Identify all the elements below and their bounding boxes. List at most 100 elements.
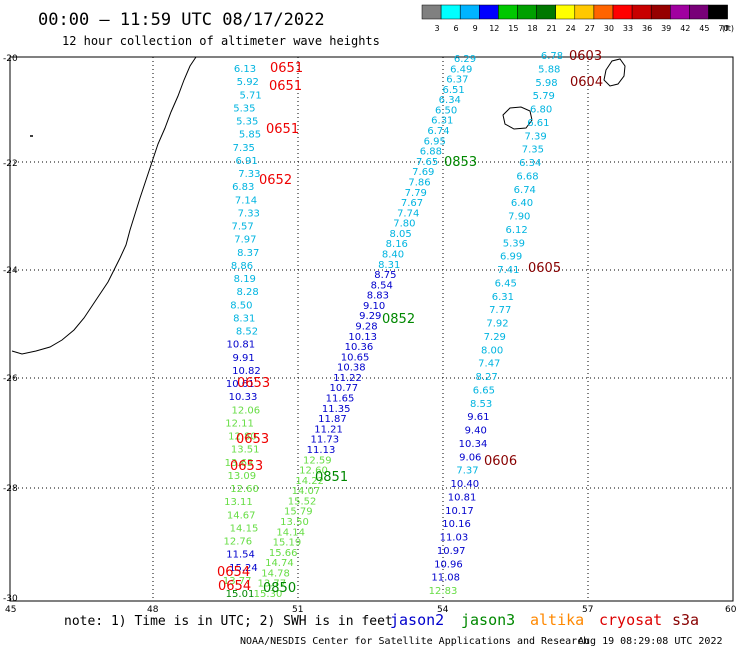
legend-label: 36	[642, 24, 652, 33]
wave-height-label: 12.76	[223, 537, 252, 548]
wave-height-label: 14.15	[230, 523, 259, 534]
pass-time-label: 0851	[315, 470, 348, 485]
wave-height-label: 10.81	[448, 492, 477, 503]
wave-height-label: 7.65	[416, 157, 438, 168]
legend-unit: (ft)	[722, 24, 734, 33]
wave-height-label: 5.79	[533, 91, 555, 102]
wave-height-label: 6.12	[505, 225, 527, 236]
wave-height-label: 8.54	[371, 280, 393, 291]
wave-height-label: 6.34	[519, 158, 541, 169]
wave-height-label: 5.39	[503, 238, 525, 249]
wave-height-label: 11.22	[333, 373, 362, 384]
wave-height-label: 9.28	[355, 322, 377, 333]
wave-height-label: 11.54	[226, 550, 255, 561]
longitude-labels: 45 48 51 54 57 60	[5, 605, 737, 615]
wave-height-label: 15.79	[284, 507, 313, 518]
lat-label: -20	[3, 54, 18, 64]
wave-height-label: 7.79	[405, 188, 427, 199]
altimeter-tracks: 6.13 5.92 5.71 5.35 5.35 5.85 7.35 6.91 7.33 6.83…	[217, 49, 603, 600]
legend-swatch	[459, 4, 480, 20]
legend-label: 42	[680, 24, 690, 33]
wave-height-label: 10.17	[445, 506, 474, 517]
pass-time-label: 0651	[270, 61, 303, 76]
legend-swatch	[498, 4, 518, 20]
legend-swatch	[440, 4, 461, 20]
wave-height-label: 7.90	[508, 212, 530, 223]
wave-height-label: 14.07	[292, 486, 321, 497]
wave-height-label: 9.61	[467, 412, 489, 423]
pass-time-label: 0653	[230, 459, 263, 474]
wave-height-label: 15.01	[226, 589, 255, 600]
wave-height-label: 7.69	[412, 167, 434, 178]
wave-height-label: 8.37	[237, 248, 259, 259]
legend-swatch	[612, 4, 633, 20]
wave-height-label: 8.27	[475, 372, 497, 383]
wave-height-label: 5.92	[237, 77, 259, 88]
lat-label: -24	[3, 266, 18, 276]
wave-height-label: 7.80	[393, 219, 415, 230]
wave-height-label: 15.24	[229, 563, 258, 574]
wave-height-label: 6.78	[541, 51, 563, 62]
wave-height-label: 10.77	[329, 383, 358, 394]
wave-height-label: 13.11	[224, 497, 253, 508]
legend-swatch	[650, 4, 671, 20]
lat-label: -26	[3, 374, 18, 384]
wave-height-label: 12.06	[231, 405, 260, 416]
legend-swatch	[421, 4, 442, 20]
pass-time-label: 0651	[266, 122, 299, 137]
legend-label: 45	[699, 24, 709, 33]
lon-label: 45	[5, 605, 16, 615]
wave-height-label: 12.60	[299, 466, 328, 477]
wave-height-label: 10.81	[226, 340, 255, 351]
lon-label: 60	[725, 605, 737, 615]
wave-height-label: 11.65	[326, 394, 355, 405]
wave-height-label: 15.30	[254, 589, 283, 600]
wave-height-label: 12.60	[230, 484, 259, 495]
wave-height-label: 6.74	[427, 126, 449, 137]
wave-height-label: 6.80	[530, 105, 552, 116]
lat-label: -28	[3, 484, 18, 494]
map-title: 00:00 – 11:59 UTC 08/17/2022	[38, 10, 325, 30]
legend-label: 21	[547, 24, 557, 33]
wave-height-label: 7.33	[238, 169, 260, 180]
map-subtitle: 12 hour collection of altimeter wave hei…	[62, 34, 380, 48]
wave-height-label: 10.34	[459, 439, 488, 450]
satellite-s3a: s3a	[672, 611, 699, 629]
wave-height-label: 7.86	[408, 178, 430, 189]
wave-height-label: 13.09	[227, 471, 256, 482]
lat-label: -22	[3, 159, 18, 169]
lon-label: 51	[292, 605, 303, 615]
legend-label: 24	[566, 24, 576, 33]
wave-height-label: 7.39	[524, 131, 546, 142]
legend-label: 3	[434, 24, 439, 33]
wave-height-label: 7.35	[522, 145, 544, 156]
wave-height-label: 11.73	[310, 435, 339, 446]
color-legend: 3 6 9 12 15 18 21 24 27 30 33 36 39 42 45 70(ft)	[421, 4, 734, 33]
pass-time-label: 0853	[444, 155, 477, 170]
wave-height-label: 8.16	[386, 239, 408, 250]
legend-label: 39	[661, 24, 671, 33]
wave-height-label: 7.35	[233, 143, 255, 154]
wave-height-label: 6.29	[454, 54, 476, 65]
legend-label: 70	[718, 24, 728, 33]
wave-height-label: 7.37	[456, 466, 478, 477]
wave-height-label: 5.88	[538, 64, 560, 75]
lat-label: -30	[3, 594, 18, 604]
mauritius-island	[603, 58, 626, 87]
wave-height-label: 6.13	[234, 64, 256, 75]
wave-height-label: 6.83	[232, 182, 254, 193]
reunion-island	[502, 106, 533, 130]
wave-height-label: 15.66	[269, 548, 298, 559]
wave-height-label: 9.06	[459, 452, 481, 463]
wave-height-label: 11.13	[307, 445, 336, 456]
wave-height-label: 15.52	[288, 496, 317, 507]
footer-timestamp: Aug 19 08:29:08 UTC 2022	[578, 636, 723, 647]
madagascar-coastline	[11, 56, 197, 355]
wave-height-label: 7.67	[401, 198, 423, 209]
wave-height-label: 6.50	[435, 105, 457, 116]
legend-label: 30	[604, 24, 614, 33]
pass-time-label: 0603	[569, 49, 602, 64]
wave-height-label: 12.59	[303, 455, 332, 466]
wave-height-label: 7.77	[489, 305, 511, 316]
wave-height-label: 10.65	[341, 352, 370, 363]
